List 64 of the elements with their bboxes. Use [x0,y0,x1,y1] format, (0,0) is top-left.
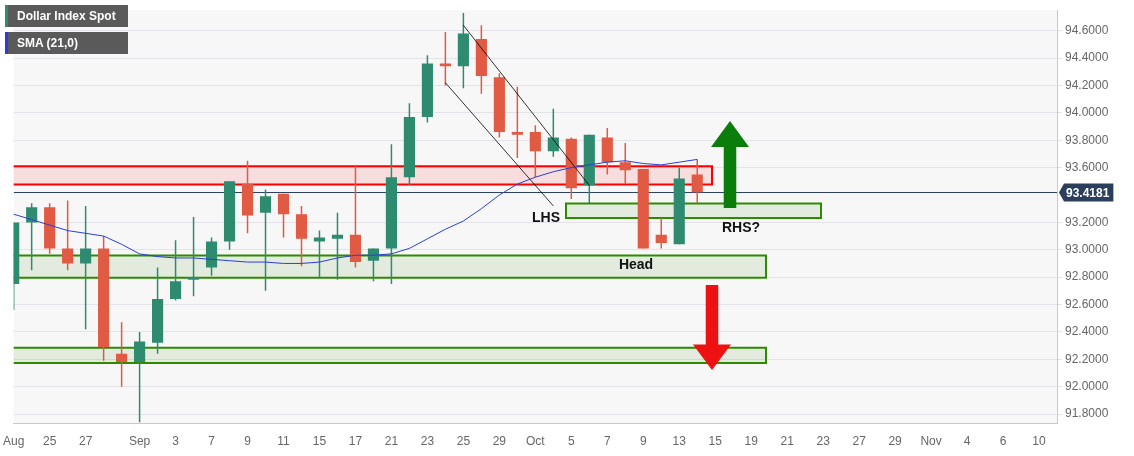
x-tick-label: 25 [42,434,57,449]
x-tick-label: 21 [780,434,795,449]
x-tick-label: 9 [244,434,252,449]
x-tick-label: 10 [1032,434,1047,449]
x-tick-label: Aug [3,434,25,449]
legend-label: SMA (21,0) [16,35,79,52]
x-tick-label: 23 [816,434,831,449]
annotation: Head [618,255,654,272]
candlestick [62,199,74,272]
x-tick-label: 15 [312,434,327,449]
candlestick [655,217,667,250]
x-tick-label: 13 [672,434,687,449]
x-tick-label: 27 [852,434,867,449]
x-tick-label: 27 [78,434,93,449]
y-tick-label: 91.8000 [1065,406,1109,421]
annotation: LHS [532,208,560,225]
x-tick-label: 7 [208,434,216,449]
x-tick-label: Sep [128,434,151,449]
y-tick-label: 94.0000 [1065,105,1109,120]
x-tick-label: 11 [277,434,291,449]
x-tick-label: 17 [348,434,363,449]
candlestick [529,124,541,178]
x-tick-label: 9 [639,434,647,449]
y-tick-label: 92.4000 [1065,324,1109,339]
candlestick [331,212,344,281]
candlestick [80,205,92,330]
y-tick-label: 93.6000 [1065,159,1109,174]
candlestick [134,331,146,423]
y-tick-label: 92.8000 [1065,269,1109,284]
y-tick-label: 94.2000 [1065,77,1109,92]
ref-line-label: 93.4181 [1066,185,1110,200]
candlestick [116,321,128,388]
candlestick [691,158,703,204]
x-tick-label: Nov [920,434,942,449]
y-tick-label: 92.0000 [1065,378,1109,393]
x-tick-label: 21 [384,434,399,449]
candlestick [619,142,631,185]
y-tick-label: 92.2000 [1065,351,1109,366]
y-tick-label: 92.6000 [1065,296,1109,311]
candlestick [367,247,380,282]
x-tick-label: 5 [567,434,575,449]
y-tick-label: 93.8000 [1065,132,1109,147]
x-tick-label: 7 [603,434,611,449]
x-tick-label: 3 [172,434,180,449]
candlestick [259,188,272,292]
candlestick [170,239,182,302]
candlestick [187,216,200,298]
y-tick-label: 93.2000 [1065,214,1109,229]
x-tick-label: 4 [963,434,971,449]
y-tick-label: 94.6000 [1065,23,1109,38]
candlestick [277,192,290,239]
annotation: RHS? [721,218,761,235]
x-tick-label: 6 [999,434,1007,449]
x-tick-label: 25 [456,434,471,449]
y-tick-label: 94.4000 [1065,50,1109,65]
x-tick-label: Oct [526,434,546,449]
x-tick-label: 23 [420,434,435,449]
x-tick-label: 29 [888,434,903,449]
candlestick [511,86,523,159]
x-tick-label: 15 [708,434,723,449]
y-tick-label: 93.0000 [1065,242,1109,257]
x-tick-label: 19 [744,434,759,449]
x-tick-label: 29 [492,434,507,449]
candlestick [313,229,326,278]
